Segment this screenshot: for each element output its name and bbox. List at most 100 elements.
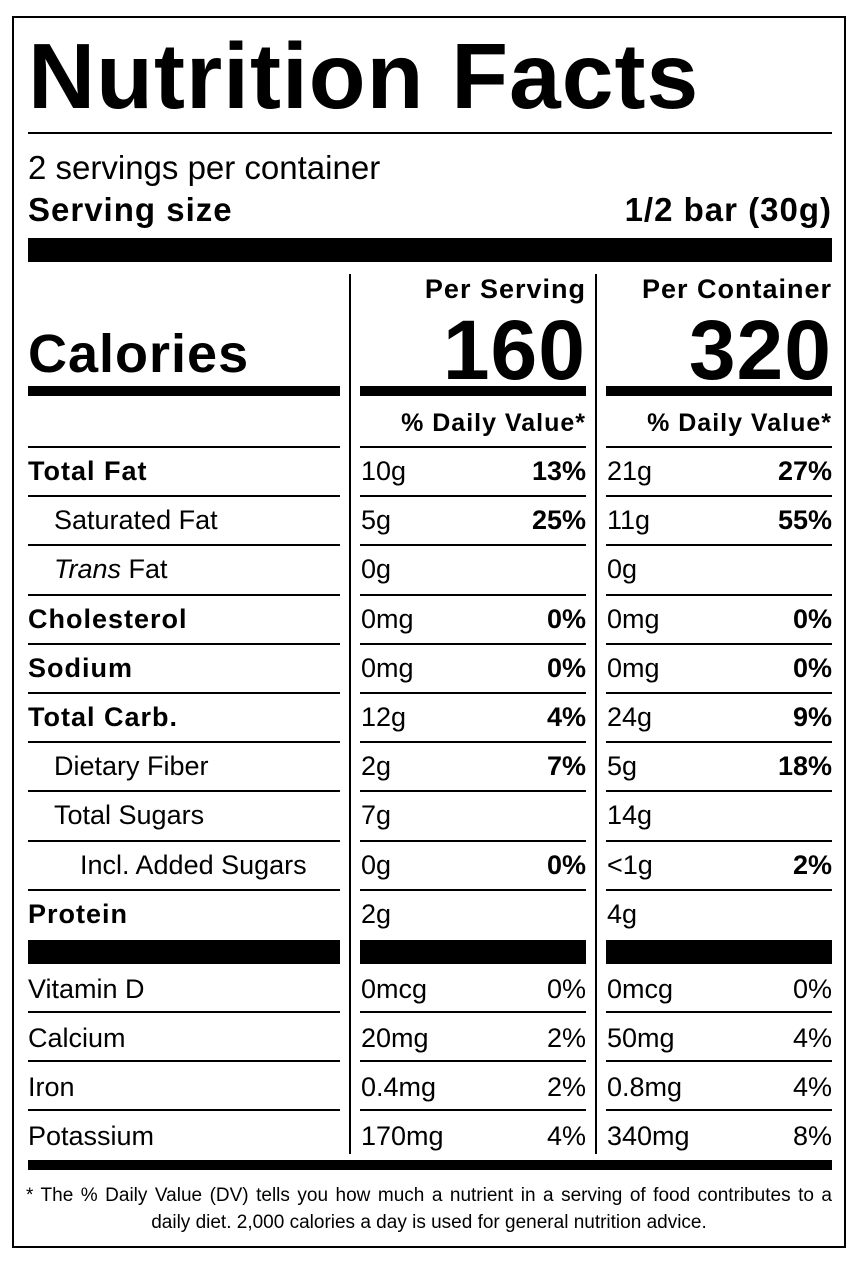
row-divider	[28, 741, 340, 743]
nutrient-row: Cholesterol 0mg 0% 0mg 0%	[14, 594, 844, 644]
container-daily-value: 0%	[792, 974, 832, 1004]
serving-daily-value: 13%	[531, 456, 586, 486]
container-amount: <1g	[607, 850, 653, 880]
row-divider	[360, 446, 586, 448]
calories-bar-right	[606, 386, 832, 396]
nutrient-row: Trans Fat 0g 0g	[14, 544, 844, 594]
nutrient-row: Total Fat 10g 13% 21g 27%	[14, 446, 844, 496]
container-daily-value: 0%	[792, 653, 832, 683]
container-daily-value: 4%	[792, 1072, 832, 1102]
serving-size-thick-bar	[28, 238, 832, 262]
row-divider	[606, 495, 832, 497]
serving-amount: 0mg	[361, 604, 414, 634]
row-divider	[360, 692, 586, 694]
serving-amount: 12g	[361, 702, 407, 732]
row-divider	[606, 544, 832, 546]
nutrient-name: Saturated Fat	[54, 505, 218, 535]
row-divider	[360, 840, 586, 842]
container-daily-value: 55%	[777, 505, 832, 535]
row-divider	[606, 643, 832, 645]
row-divider	[606, 1109, 832, 1111]
serving-daily-value: 25%	[531, 505, 586, 535]
nutrient-row: Saturated Fat 5g 25% 11g 55%	[14, 495, 844, 545]
container-amount: 0mg	[607, 653, 660, 683]
serving-amount: 5g	[361, 505, 392, 535]
serving-amount: 10g	[361, 456, 407, 486]
serving-daily-value: 0%	[546, 653, 586, 683]
container-daily-value: 9%	[792, 702, 832, 732]
nutrient-name: Protein	[28, 899, 129, 929]
vitamin-row: Potassium 170mg 4% 340mg 8%	[14, 1111, 844, 1161]
row-divider	[606, 790, 832, 792]
row-divider	[360, 1109, 586, 1111]
nutrient-row: Total Carb. 12g 4% 24g 9%	[14, 692, 844, 742]
per-container-header: Per Container	[641, 274, 832, 304]
daily-value-header-container: % Daily Value*	[647, 409, 832, 437]
row-divider	[606, 889, 832, 891]
nutrient-name: Iron	[28, 1072, 75, 1102]
row-divider	[360, 741, 586, 743]
nutrient-row: Total Sugars 7g 14g	[14, 790, 844, 840]
row-divider	[28, 495, 340, 497]
row-divider	[606, 1011, 832, 1013]
footnote: * The % Daily Value (DV) tells you how m…	[26, 1185, 832, 1233]
protein-bar-mid	[360, 940, 586, 964]
container-amount: 14g	[607, 800, 653, 830]
column-divider-1	[349, 274, 351, 1154]
calories-bar-mid	[360, 386, 586, 396]
nutrient-name: Total Sugars	[54, 800, 205, 830]
row-divider	[360, 1060, 586, 1062]
daily-value-header-serving: % Daily Value*	[401, 409, 586, 437]
row-divider	[360, 495, 586, 497]
nutrient-name: Incl. Added Sugars	[80, 850, 307, 880]
container-amount: 4g	[607, 899, 638, 929]
container-amount: 11g	[607, 505, 651, 535]
container-amount: 340mg	[607, 1121, 690, 1151]
vitamin-row: Iron 0.4mg 2% 0.8mg 4%	[14, 1062, 844, 1112]
serving-daily-value: 4%	[546, 1121, 586, 1151]
serving-daily-value: 7%	[546, 751, 586, 781]
serving-amount: 2g	[361, 899, 392, 929]
serving-size-label: Serving size	[28, 191, 233, 228]
nutrient-name: Cholesterol	[28, 604, 188, 634]
serving-amount: 0g	[361, 554, 392, 584]
calories-per-container: 320	[688, 303, 832, 397]
nutrient-row: Sodium 0mg 0% 0mg 0%	[14, 643, 844, 693]
row-divider	[606, 594, 832, 596]
protein-bar-right	[606, 940, 832, 964]
row-divider	[360, 643, 586, 645]
nutrient-row: Incl. Added Sugars 0g 0% <1g 2%	[14, 840, 844, 890]
row-divider	[360, 594, 586, 596]
row-divider	[606, 1060, 832, 1062]
row-divider	[606, 741, 832, 743]
nutrient-name-italic: Trans	[54, 554, 122, 584]
column-divider-2	[595, 274, 597, 1154]
serving-size-value: 1/2 bar (30g)	[624, 191, 832, 228]
row-divider	[28, 790, 340, 792]
nutrient-row: Protein 2g 4g	[14, 889, 844, 939]
container-amount: 0g	[607, 554, 638, 584]
container-daily-value: 0%	[792, 604, 832, 634]
nutrition-facts-label: Nutrition Facts 2 servings per container…	[12, 16, 846, 1248]
nutrient-name: Dietary Fiber	[54, 751, 209, 781]
row-divider	[28, 643, 340, 645]
row-divider	[606, 840, 832, 842]
serving-amount: 0mcg	[361, 974, 428, 1004]
nutrient-name: Vitamin D	[28, 974, 145, 1004]
calories-bar-left	[28, 386, 340, 396]
nutrient-name: Total Fat	[28, 456, 148, 486]
row-divider	[28, 446, 340, 448]
serving-amount: 20mg	[361, 1023, 429, 1053]
serving-daily-value: 0%	[546, 604, 586, 634]
row-divider	[28, 1060, 340, 1062]
row-divider	[28, 544, 340, 546]
container-daily-value: 18%	[777, 751, 832, 781]
row-divider	[28, 692, 340, 694]
container-daily-value: 4%	[792, 1023, 832, 1053]
row-divider	[28, 889, 340, 891]
nutrient-name: Potassium	[28, 1121, 155, 1151]
vitamin-row: Calcium 20mg 2% 50mg 4%	[14, 1013, 844, 1063]
calories-per-serving: 160	[442, 303, 586, 397]
bottom-bar	[28, 1160, 832, 1170]
vitamin-row: Vitamin D 0mcg 0% 0mcg 0%	[14, 964, 844, 1014]
